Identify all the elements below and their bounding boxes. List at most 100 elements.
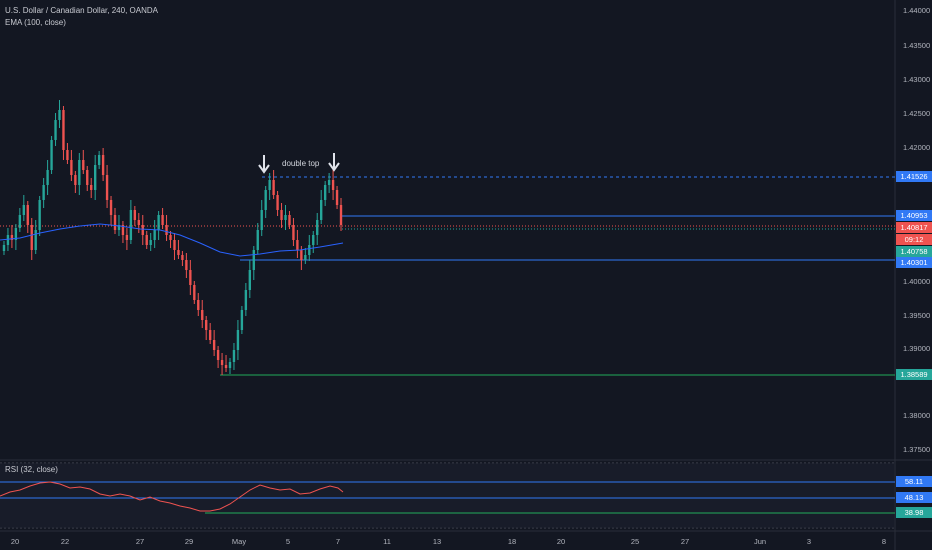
- candle: [224, 365, 228, 368]
- candle: [268, 180, 271, 190]
- candle: [117, 225, 121, 230]
- candle: [256, 230, 259, 250]
- candle: [236, 330, 240, 350]
- price-label: 1.44000: [903, 6, 931, 15]
- candle: [133, 210, 137, 220]
- candle: [46, 170, 49, 185]
- candle: [78, 160, 81, 185]
- candle: [22, 205, 25, 215]
- candle: [93, 165, 97, 190]
- candle: [62, 110, 65, 150]
- candle: [316, 220, 319, 235]
- candle: [177, 250, 180, 255]
- price-label: 1.43500: [903, 41, 931, 50]
- time-label: 7: [335, 537, 341, 546]
- candle: [208, 330, 212, 340]
- rsi-tag: 48.13: [896, 492, 932, 503]
- candle: [169, 235, 172, 240]
- candle: [320, 200, 323, 220]
- candle: [165, 225, 168, 235]
- price-tag: 1.40953: [896, 210, 932, 221]
- time-label: 11: [383, 537, 391, 546]
- candle: [300, 250, 303, 260]
- candle: [201, 310, 204, 320]
- time-label: Jun: [753, 537, 767, 546]
- candle: [312, 235, 315, 245]
- candle: [240, 310, 244, 330]
- candle: [304, 255, 307, 260]
- rsi-tag: 58.11: [896, 476, 932, 487]
- candle: [26, 205, 29, 225]
- candle: [70, 160, 73, 175]
- candle: [272, 180, 275, 195]
- down-arrow-icon: [258, 155, 270, 174]
- candle: [252, 250, 255, 270]
- candle: [296, 240, 299, 250]
- candle: [66, 150, 69, 160]
- candle: [34, 230, 37, 250]
- rsi-tag: 38.98: [896, 507, 932, 518]
- time-label: 8: [881, 537, 887, 546]
- candle: [121, 225, 125, 235]
- candle: [97, 155, 101, 165]
- time-label: 13: [432, 537, 442, 546]
- candle: [129, 210, 133, 240]
- price-label: 1.37500: [903, 445, 931, 454]
- time-label: 18: [507, 537, 517, 546]
- candle: [141, 225, 144, 235]
- current-price-tag: 1.40817: [896, 222, 932, 233]
- candle: [212, 340, 216, 350]
- price-label: 1.42500: [903, 109, 931, 118]
- price-label: 1.42000: [903, 143, 931, 152]
- candle: [197, 300, 200, 310]
- candle: [264, 190, 267, 210]
- chart-legend[interactable]: U.S. Dollar / Canadian Dollar, 240, OAND…: [5, 5, 158, 29]
- down-arrow-icon: [328, 153, 340, 172]
- candle: [248, 270, 252, 290]
- rsi-label[interactable]: RSI (32, close): [5, 465, 58, 474]
- time-label: 3: [806, 537, 812, 546]
- candle: [18, 215, 22, 228]
- double-top-annotation[interactable]: double top: [282, 159, 320, 168]
- price-label: 1.40000: [903, 277, 931, 286]
- time-label: 20: [10, 537, 20, 546]
- indicator-label[interactable]: EMA (100, close): [5, 18, 66, 27]
- candle: [54, 120, 57, 140]
- candle: [216, 350, 220, 360]
- candle: [327, 180, 331, 185]
- candle: [6, 235, 10, 245]
- candle: [50, 140, 53, 170]
- time-label: 27: [135, 537, 145, 546]
- time-label: 20: [556, 537, 566, 546]
- time-label: 22: [60, 537, 70, 546]
- candle: [14, 228, 18, 240]
- candle: [292, 225, 295, 240]
- candle: [335, 190, 339, 205]
- candle: [82, 160, 85, 170]
- candle: [308, 245, 311, 255]
- candle: [284, 215, 287, 220]
- candle: [101, 155, 105, 175]
- candle: [149, 240, 152, 245]
- time-label: 25: [630, 537, 640, 546]
- candle: [153, 230, 156, 240]
- price-label: 1.39500: [903, 311, 931, 320]
- ema-line: [0, 223, 344, 257]
- symbol-title[interactable]: U.S. Dollar / Canadian Dollar, 240, OAND…: [5, 6, 158, 15]
- candle: [232, 350, 236, 362]
- time-label: 29: [184, 537, 194, 546]
- candle: [189, 270, 192, 285]
- candle: [173, 240, 176, 250]
- candle: [323, 185, 327, 200]
- candle: [30, 225, 33, 250]
- candle: [109, 200, 113, 215]
- candle: [339, 205, 343, 225]
- rsi-line: [0, 481, 344, 512]
- candle: [185, 260, 188, 270]
- candle: [105, 175, 109, 200]
- candle: [38, 200, 41, 230]
- price-label: 1.39000: [903, 344, 931, 353]
- countdown-tag: 09:12: [896, 234, 932, 245]
